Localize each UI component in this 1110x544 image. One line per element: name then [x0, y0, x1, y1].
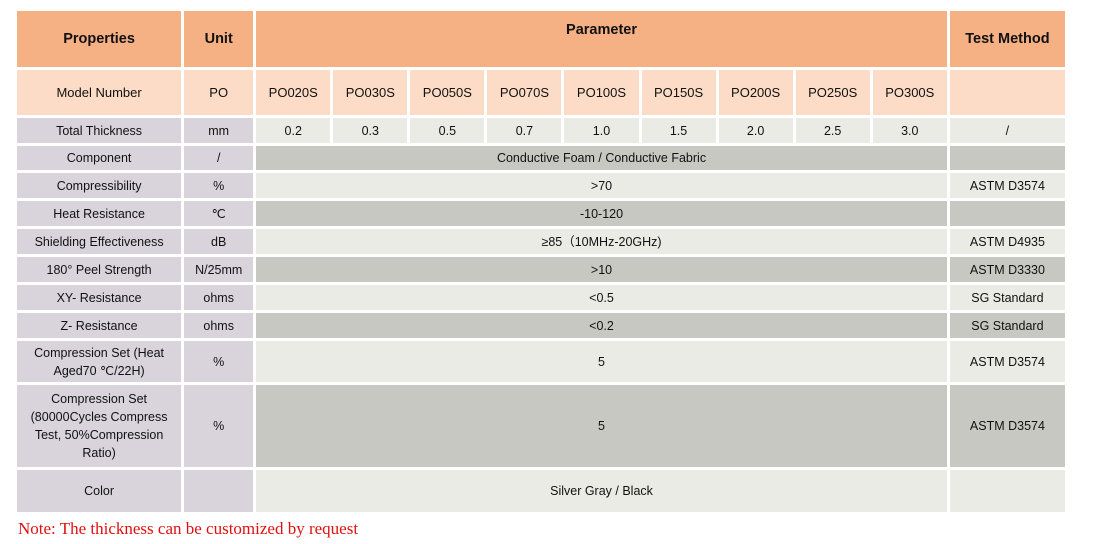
spec-table: Properties Unit Parameter Test Method Mo…	[14, 8, 1068, 515]
row-test: SG Standard	[949, 285, 1065, 310]
row-value: 5	[256, 341, 947, 382]
thickness-cell: 2.5	[795, 118, 870, 143]
row-value: -10-120	[256, 201, 947, 226]
thickness-cell: 0.2	[256, 118, 331, 143]
row-unit: /	[184, 146, 254, 170]
thickness-cell: 1.0	[564, 118, 639, 143]
table-row: Compression Set (Heat Aged70 ℃/22H)% 5 AST…	[17, 341, 1065, 382]
model-cell: PO300S	[872, 70, 947, 115]
row-value: Silver Gray / Black	[256, 470, 947, 512]
row-unit: ohms	[184, 285, 254, 310]
thickness-cell: 3.0	[872, 118, 947, 143]
row-value: <0.5	[256, 285, 947, 310]
table-row: XY- Resistance ohms <0.5 SG Standard	[17, 285, 1065, 310]
row-value: >10	[256, 257, 947, 282]
row-label: Heat Resistance	[17, 201, 182, 226]
row-unit: ohms	[184, 313, 254, 338]
row-label: XY- Resistance	[17, 285, 182, 310]
row-label: 180° Peel Strength	[17, 257, 182, 282]
row-test: ASTM D3574	[949, 341, 1065, 382]
row-value: >70	[256, 173, 947, 198]
row-value: Conductive Foam / Conductive Fabric	[256, 146, 947, 170]
row-value: ≥85（10MHz-20GHz)	[256, 229, 947, 254]
row-unit: N/25mm	[184, 257, 254, 282]
table-row: Z- Resistance ohms <0.2 SG Standard	[17, 313, 1065, 338]
header-test-method: Test Method	[949, 11, 1065, 67]
row-unit: ℃	[184, 201, 254, 226]
table-row: Compressibility% >70 ASTM D3574	[17, 173, 1065, 198]
row-unit	[184, 470, 254, 512]
model-cell: PO020S	[256, 70, 331, 115]
row-value: <0.2	[256, 313, 947, 338]
model-row: Model Number PO PO020S PO030S PO050S PO0…	[17, 70, 1065, 115]
row-label: Shielding Effectiveness	[17, 229, 182, 254]
model-cell: PO250S	[795, 70, 870, 115]
table-row: Compression Set (80000Cycles Compress Te…	[17, 385, 1065, 467]
table-row: Color Silver Gray / Black	[17, 470, 1065, 512]
table-row: 180° Peel Strength N/25mm >10 ASTM D3330	[17, 257, 1065, 282]
row-test: ASTM D3330	[949, 257, 1065, 282]
model-cell: PO200S	[718, 70, 793, 115]
note-text: Note: The thickness can be customized by…	[18, 519, 359, 538]
row-label: Component	[17, 146, 182, 170]
row-test: /	[949, 118, 1065, 143]
row-label: Compression Set (Heat Aged70 ℃/22H)	[17, 341, 182, 382]
model-cell: PO030S	[333, 70, 408, 115]
header-properties: Properties	[17, 11, 182, 67]
row-test: SG Standard	[949, 313, 1065, 338]
row-test	[949, 146, 1065, 170]
row-test: ASTM D3574	[949, 385, 1065, 467]
model-cell: PO150S	[641, 70, 716, 115]
model-cell: PO070S	[487, 70, 562, 115]
row-label: Model Number	[17, 70, 182, 115]
row-test: ASTM D3574	[949, 173, 1065, 198]
table-row: Shielding Effectiveness dB ≥85（10MHz-20GHz…	[17, 229, 1065, 254]
row-label: Color	[17, 470, 182, 512]
table-row: Component / Conductive Foam / Conductive F…	[17, 146, 1065, 170]
header-row: Properties Unit Parameter Test Method	[17, 11, 1065, 67]
row-unit: mm	[184, 118, 254, 143]
thickness-cell: 0.5	[410, 118, 485, 143]
row-unit: %	[184, 385, 254, 467]
row-unit: %	[184, 173, 254, 198]
thickness-cell: 1.5	[641, 118, 716, 143]
header-unit: Unit	[184, 11, 254, 67]
row-value: 5	[256, 385, 947, 467]
row-test	[949, 201, 1065, 226]
header-parameter: Parameter	[256, 11, 947, 67]
row-test	[949, 70, 1065, 115]
thickness-cell: 0.7	[487, 118, 562, 143]
thickness-cell: 0.3	[333, 118, 408, 143]
thickness-cell: 2.0	[718, 118, 793, 143]
row-unit: PO	[184, 70, 254, 115]
model-cell: PO050S	[410, 70, 485, 115]
table-row: Heat Resistance ℃ -10-120	[17, 201, 1065, 226]
row-unit: dB	[184, 229, 254, 254]
row-test: ASTM D4935	[949, 229, 1065, 254]
row-test	[949, 470, 1065, 512]
thickness-row: Total Thickness mm 0.2 0.3 0.5 0.7 1.0 1…	[17, 118, 1065, 143]
row-label: Compression Set (80000Cycles Compress Te…	[17, 385, 182, 467]
row-label: Z- Resistance	[17, 313, 182, 338]
row-label: Total Thickness	[17, 118, 182, 143]
model-cell: PO100S	[564, 70, 639, 115]
row-unit: %	[184, 341, 254, 382]
row-label: Compressibility	[17, 173, 182, 198]
